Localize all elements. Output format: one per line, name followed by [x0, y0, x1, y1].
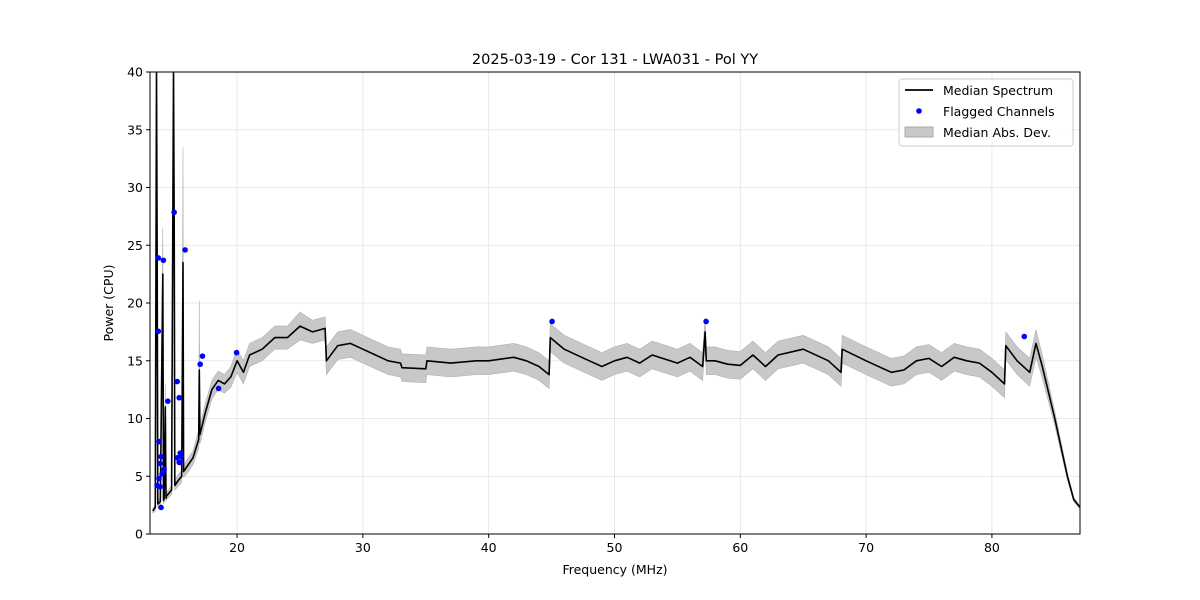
y-tick-label: 0	[135, 527, 143, 542]
x-tick-label: 70	[858, 540, 874, 555]
flagged-channel-point	[182, 247, 188, 253]
axis-ticks: 20 30 40 50 60 70 80 0 5 10 15 20 25 30 35 40	[127, 65, 1000, 556]
y-tick-label: 20	[127, 296, 143, 311]
y-tick-label: 10	[127, 411, 143, 426]
flagged-channel-point	[159, 471, 165, 477]
y-tick-label: 15	[127, 353, 143, 368]
flagged-channel-point	[160, 257, 167, 264]
flagged-channel-point	[161, 466, 167, 473]
legend-flagged-label: Flagged Channels	[943, 104, 1055, 119]
flagged-channel-point	[178, 453, 185, 460]
x-tick-label: 40	[481, 540, 497, 555]
flagged-channel-point	[158, 504, 164, 511]
flagged-channel-point	[156, 475, 162, 482]
flagged-channel-point	[549, 318, 555, 325]
y-tick-label: 40	[127, 65, 143, 80]
flagged-channel-point	[155, 255, 162, 261]
flagged-channel-point	[215, 385, 222, 392]
legend-flagged-swatch	[916, 108, 922, 114]
flagged-channel-point	[157, 460, 163, 467]
y-tick-label: 25	[127, 238, 143, 253]
flagged-channel-point	[177, 459, 183, 466]
flagged-channel-point	[199, 353, 206, 359]
y-tick-label: 30	[127, 180, 143, 195]
x-axis-label: Frequency (MHz)	[562, 562, 667, 577]
flagged-channel-point	[174, 378, 180, 385]
legend-median-label: Median Spectrum	[943, 83, 1053, 98]
x-tick-label: 80	[984, 540, 1000, 555]
flagged-channel-point	[171, 209, 177, 216]
y-tick-label: 5	[135, 469, 143, 484]
flagged-channel-point	[197, 361, 203, 368]
y-tick-label: 35	[127, 122, 143, 137]
flagged-channel-point	[156, 438, 162, 445]
flagged-channel-point	[157, 483, 163, 490]
grid-lines	[150, 71, 1080, 535]
legend-mad-label: Median Abs. Dev.	[943, 125, 1051, 140]
median-spectrum-line	[152, 72, 1080, 512]
x-tick-label: 30	[355, 540, 371, 555]
x-tick-label: 50	[607, 540, 623, 555]
flagged-channel-point	[233, 349, 240, 356]
flagged-channel-point	[703, 318, 709, 325]
legend-mad-swatch	[904, 126, 934, 138]
legend-box	[898, 78, 1074, 147]
x-tick-label: 20	[229, 540, 245, 555]
x-tick-label: 60	[732, 540, 748, 555]
flagged-channel-point	[1021, 333, 1028, 340]
flagged-points	[154, 209, 1028, 511]
legend: Median Spectrum Flagged Channels Median …	[898, 78, 1074, 147]
flagged-channel-point	[158, 453, 164, 460]
mad-band	[152, 72, 1080, 514]
y-axis-label: Power (CPU)	[101, 265, 116, 342]
flagged-channel-point	[155, 328, 162, 335]
flagged-channel-point	[165, 398, 171, 404]
flagged-channel-point	[176, 394, 182, 401]
chart-title: 2025-03-19 - Cor 131 - LWA031 - Pol YY	[472, 52, 758, 68]
